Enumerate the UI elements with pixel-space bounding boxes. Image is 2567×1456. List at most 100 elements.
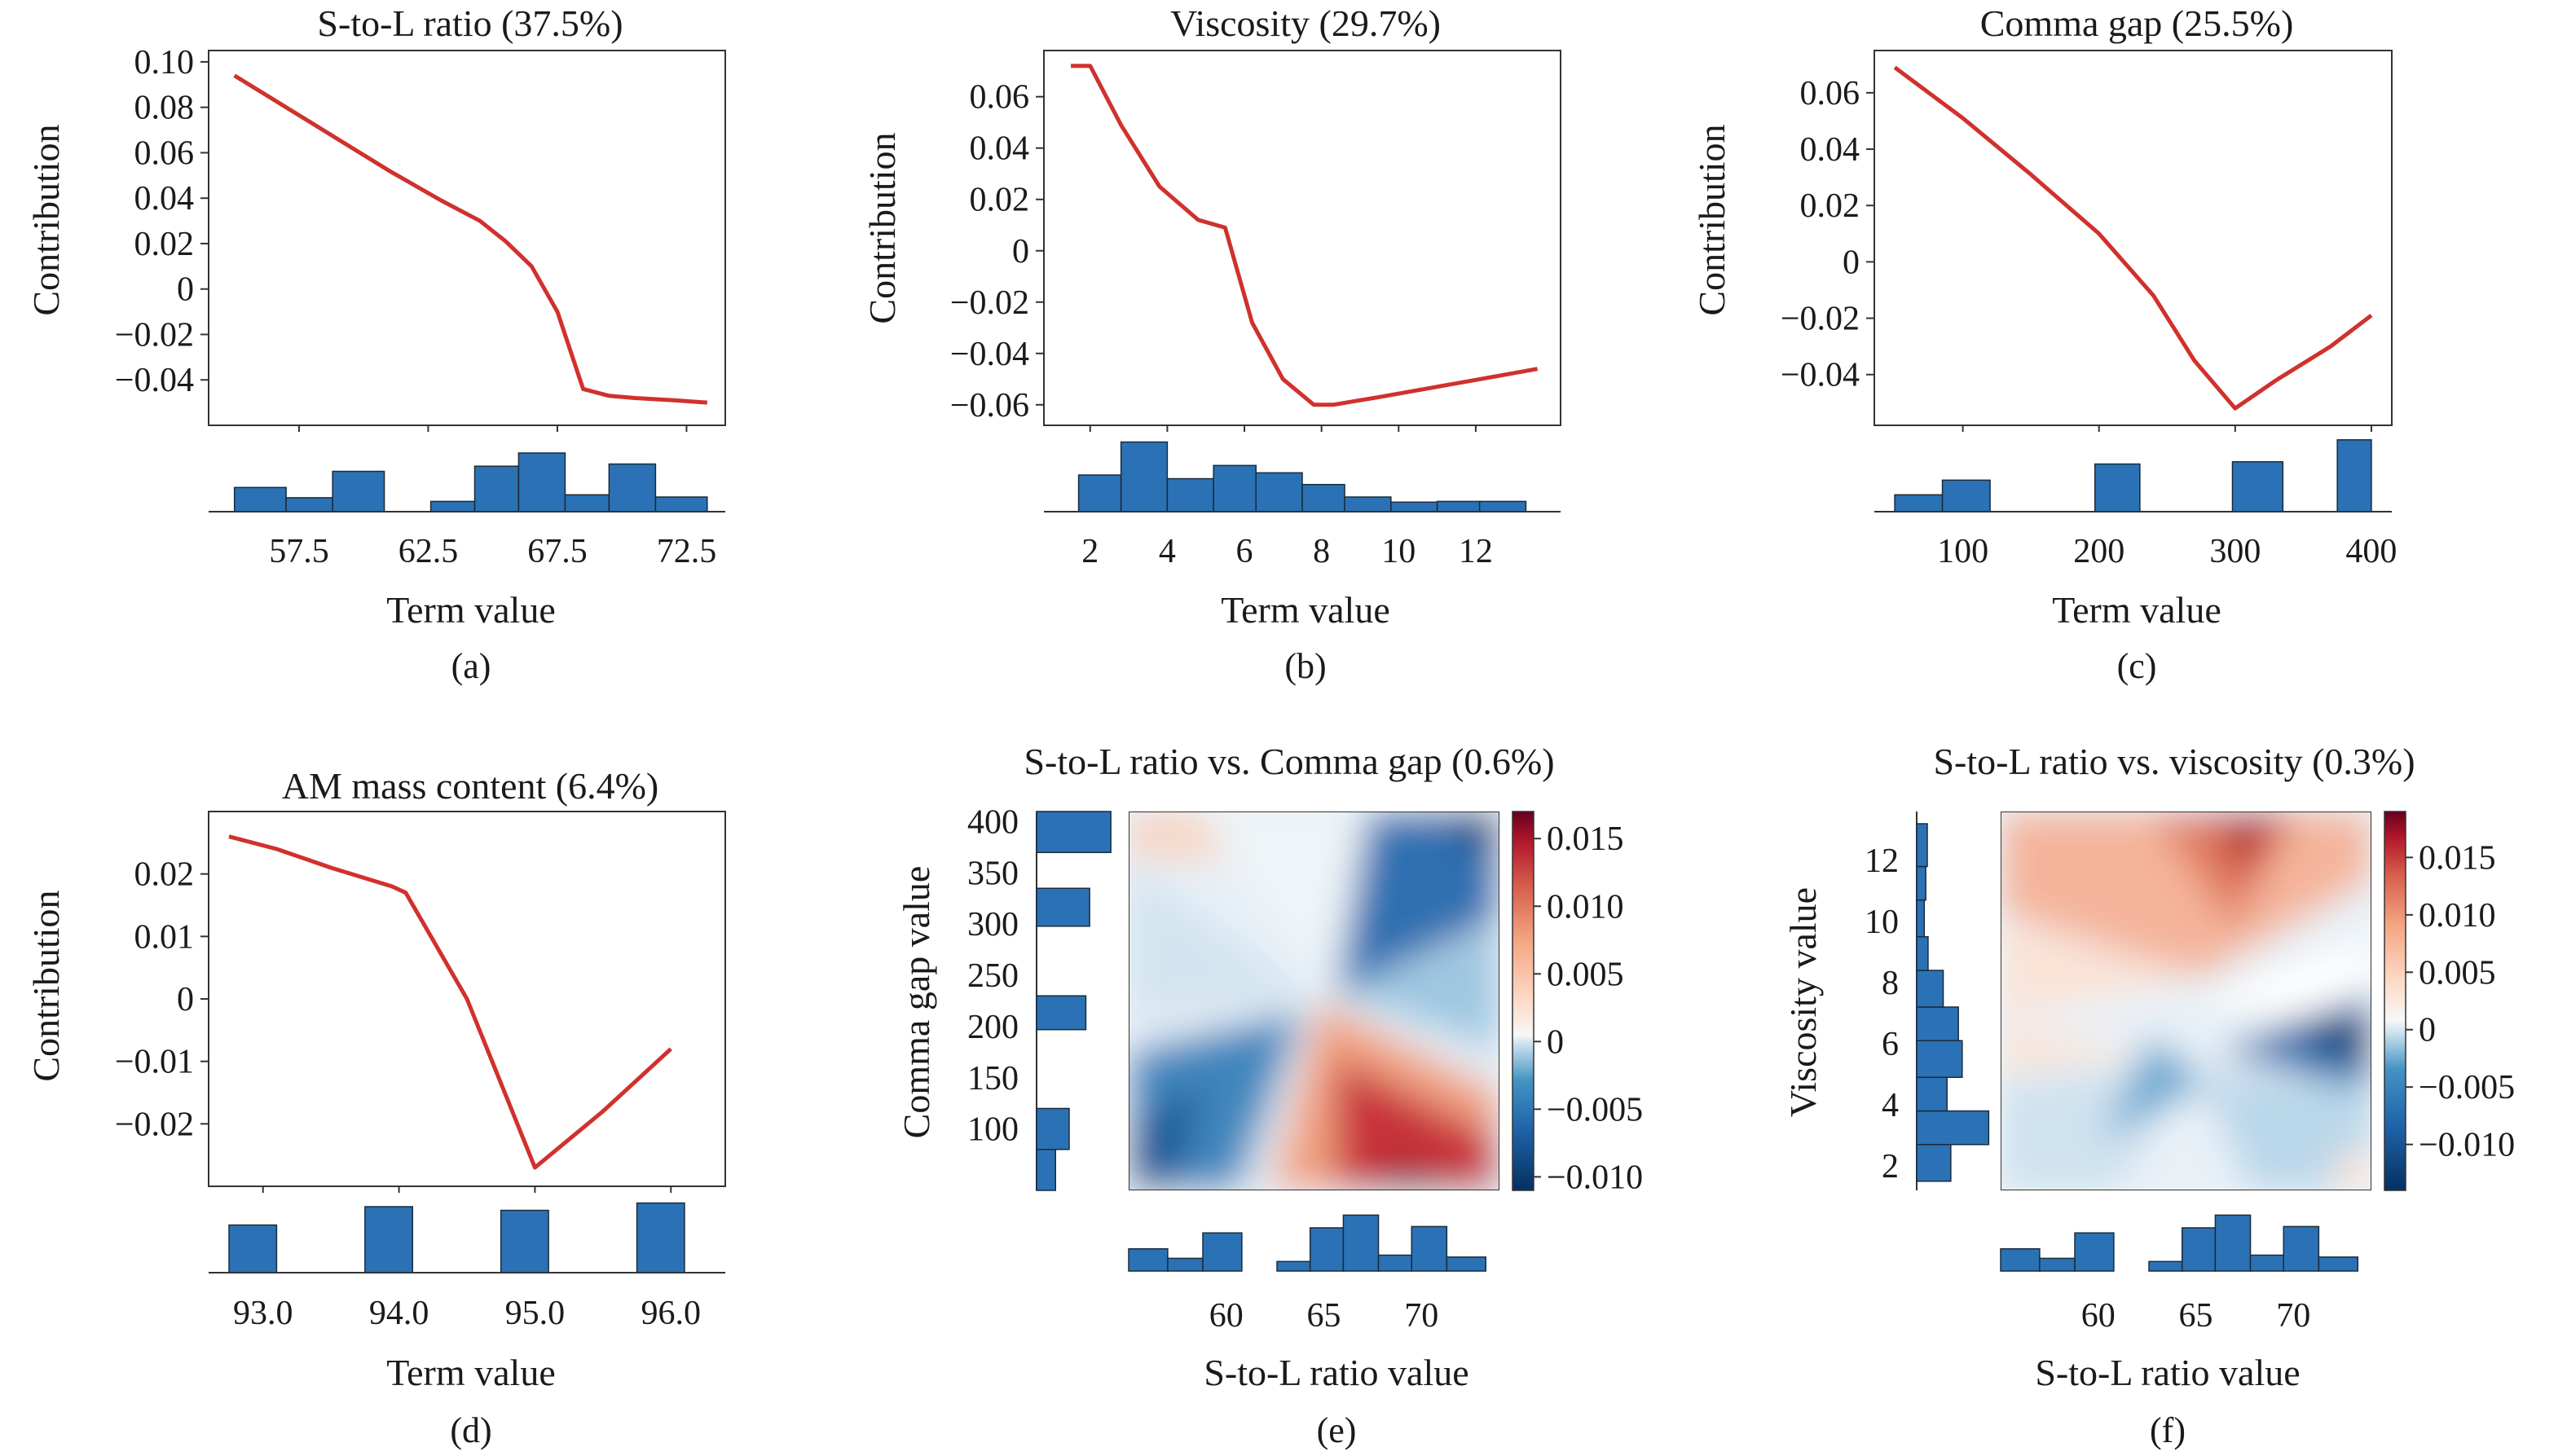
x-tick-label: 94.0	[369, 1295, 429, 1332]
panel-f-caption: (f)	[2150, 1410, 2186, 1450]
colorbar-tick-label: −0.010	[1547, 1159, 1643, 1196]
panel-e: S-to-L ratio vs. Comma gap (0.6%) 400 350…	[896, 741, 1643, 1450]
panel-f: S-to-L ratio vs. viscosity (0.3%) 12 10 8 6…	[1782, 741, 2515, 1450]
histogram-bar	[1036, 1148, 1056, 1191]
panel-d-ylabel: Contribution	[25, 890, 67, 1081]
colorbar-tick-label: 0	[1547, 1023, 1564, 1061]
panel-c-histogram: 100 200 300 400	[1874, 439, 2397, 570]
colorbar-tick-label: 0.015	[2419, 839, 2496, 877]
y-tick-label: 0	[1012, 233, 1029, 271]
y-tick-label: 0	[177, 981, 194, 1018]
panel-e-y-histogram	[1036, 811, 1112, 1191]
histogram-bar	[517, 452, 566, 512]
y-tick-label: −0.02	[1781, 301, 1860, 338]
panel-c-title: Comma gap (25.5%)	[1980, 2, 2294, 44]
y-tick-label: 0.06	[134, 134, 195, 172]
histogram-bar	[2249, 1254, 2284, 1272]
colorbar-tick-label: 0.010	[2419, 897, 2496, 935]
panel-b-caption: (b)	[1284, 646, 1326, 686]
x-tick-label: 70	[2276, 1297, 2310, 1335]
y-tick-label: 0.02	[1800, 187, 1860, 225]
histogram-bar	[1916, 1144, 1952, 1182]
panel-e-x-histogram: 60 65 70	[1128, 1214, 1486, 1335]
panel-d-title: AM mass content (6.4%)	[282, 765, 658, 807]
histogram-bar	[636, 1202, 685, 1273]
y-tick-label: 350	[967, 855, 1019, 892]
x-tick-label: 10	[1381, 533, 1416, 570]
x-tick-label: 6	[1236, 533, 1253, 570]
histogram-bar	[473, 465, 520, 512]
y-tick-label: 0	[1843, 244, 1860, 281]
y-tick-label: 250	[967, 957, 1019, 995]
panel-e-xlabel: S-to-L ratio value	[1204, 1352, 1468, 1393]
histogram-bar	[1916, 900, 1926, 938]
colorbar-tick-label: 0.010	[1547, 888, 1624, 926]
colorbar-tick-label: 0.005	[1547, 956, 1624, 993]
y-tick-label: −0.02	[115, 1106, 194, 1143]
histogram-bar	[1446, 1256, 1486, 1272]
panel-e-colorbar-ticks: 0.015 0.010 0.005 0 −0.005 −0.010	[1534, 820, 1643, 1196]
histogram-bar	[1436, 500, 1481, 512]
panel-a-ylabel: Contribution	[25, 124, 67, 315]
y-tick-label: 8	[1882, 965, 1899, 1002]
histogram-bar	[1120, 441, 1169, 512]
colorbar-tick-label: 0.005	[2419, 954, 2496, 992]
panel-f-colorbar	[2384, 811, 2406, 1191]
panel-f-y-histogram	[1916, 812, 1990, 1190]
histogram-bar	[564, 494, 610, 512]
x-tick-label: 2	[1081, 533, 1099, 570]
histogram-bar	[1202, 1232, 1243, 1272]
histogram-bar	[1344, 496, 1392, 512]
y-tick-label: 300	[967, 906, 1019, 944]
y-tick-label: 0.04	[970, 130, 1030, 168]
panel-a-title: S-to-L ratio (37.5%)	[317, 2, 623, 44]
panel-a-caption: (a)	[451, 646, 491, 686]
histogram-bar	[233, 486, 287, 512]
panel-e-axes: 400 350 300 250 200 150 100	[967, 804, 1019, 1149]
panel-a-xlabel: Term value	[386, 589, 556, 631]
y-tick-label: 0.10	[134, 44, 195, 81]
y-tick-label: −0.04	[115, 362, 194, 399]
y-tick-label: 0.08	[134, 90, 195, 127]
panel-e-ylabel: Comma gap value	[896, 866, 937, 1139]
contribution-line	[1071, 64, 1539, 407]
colorbar-tick-label: −0.010	[2419, 1127, 2515, 1164]
panel-f-x-histogram: 60 65 70	[2000, 1214, 2358, 1335]
histogram-bar	[1036, 887, 1090, 927]
y-tick-label: 4	[1882, 1087, 1899, 1124]
histogram-bar	[1916, 970, 1944, 1008]
panel-e-caption: (e)	[1317, 1410, 1357, 1450]
y-tick-label: 0.02	[970, 182, 1030, 219]
x-tick-label: 100	[1937, 533, 1988, 570]
histogram-bar	[2231, 461, 2284, 512]
x-tick-label: 12	[1459, 533, 1493, 570]
y-tick-label: −0.02	[115, 316, 194, 354]
histogram-bar	[1342, 1214, 1380, 1272]
panel-a-line-plot: 0.10 0.08 0.06 0.04 0.02 0 −0.02 −0.04	[115, 44, 726, 432]
panel-c-line-plot: 0.06 0.04 0.02 0 −0.02 −0.04	[1781, 50, 2393, 432]
colorbar-tick-label: 0.015	[1547, 820, 1624, 858]
histogram-bar	[1377, 1254, 1412, 1272]
histogram-bar	[1213, 464, 1257, 512]
panel-e-title: S-to-L ratio vs. Comma gap (0.6%)	[1024, 741, 1554, 782]
panel-d-caption: (d)	[450, 1410, 491, 1450]
histogram-bar	[1916, 936, 1929, 971]
panel-c-ylabel: Contribution	[1691, 124, 1733, 315]
y-tick-label: 200	[967, 1009, 1019, 1046]
x-tick-label: 200	[2073, 533, 2124, 570]
y-tick-label: 150	[967, 1060, 1019, 1097]
y-tick-label: 400	[967, 804, 1019, 842]
x-tick-label: 62.5	[398, 533, 459, 570]
panel-c: Comma gap (25.5%) 0.06 0.04 0.02 0 −0.02 −0.0…	[1691, 2, 2397, 686]
x-tick-label: 4	[1159, 533, 1176, 570]
panel-c-xlabel: Term value	[2052, 589, 2221, 631]
x-tick-label: 95.0	[505, 1295, 566, 1332]
histogram-bar	[608, 463, 657, 512]
x-tick-label: 65	[1306, 1297, 1341, 1335]
histogram-bar	[1036, 995, 1087, 1031]
x-tick-label: 8	[1313, 533, 1330, 570]
histogram-bar	[1036, 1107, 1070, 1150]
histogram-bar	[429, 500, 476, 512]
histogram-bar	[1167, 1257, 1204, 1272]
